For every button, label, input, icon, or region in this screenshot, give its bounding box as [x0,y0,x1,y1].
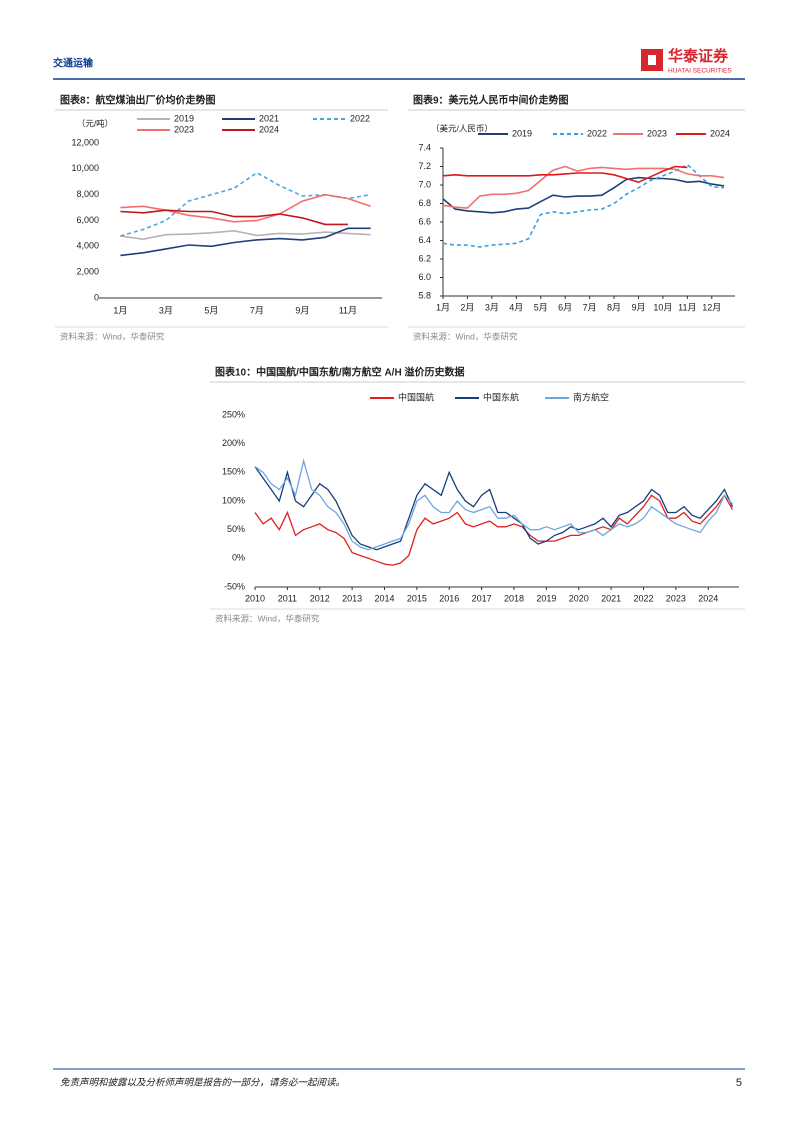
y-tick-label: 6,000 [76,215,99,225]
legend-label: 2024 [259,124,279,134]
y-tick-label: 4,000 [76,241,99,251]
series-line [120,193,371,223]
source: 资料来源：Wind，华泰研究 [215,613,320,623]
y-unit: （美元/人民币） [431,123,493,133]
series-line [442,163,725,248]
y-tick-label: 7.0 [418,179,431,189]
page-number: 5 [736,1077,742,1089]
legend-label: 2019 [512,128,532,138]
x-tick-label: 2021 [601,593,621,603]
y-tick-label: 12,000 [71,137,99,147]
x-tick-label: 7月 [250,305,264,315]
y-tick-label: 6.0 [418,272,431,282]
y-tick-label: 0 [94,292,99,302]
y-tick-label: 10,000 [71,163,99,173]
series-line [120,227,371,257]
x-tick-label: 3月 [485,302,499,312]
x-tick-label: 7月 [583,302,597,312]
legend-label: 2022 [350,113,370,123]
y-tick-label: 6.4 [418,235,431,245]
chart-title: 图表8：航空煤油出厂价均价走势图 [60,94,216,107]
legend-label: 2023 [647,128,667,138]
x-tick-label: 2014 [374,593,394,603]
x-tick-label: 2019 [536,593,556,603]
x-tick-label: 4月 [509,302,523,312]
y-tick-label: 200% [222,438,245,448]
series-line [254,458,733,551]
y-tick-label: 50% [227,524,245,534]
source: 资料来源：Wind，华泰研究 [413,331,518,341]
x-tick-label: 2016 [439,593,459,603]
y-tick-label: 6.6 [418,216,431,226]
x-tick-label: 2018 [504,593,524,603]
x-tick-label: 9月 [295,305,309,315]
brand-en: HUATAI SECURITIES [668,68,732,75]
y-tick-label: 8,000 [76,189,99,199]
x-tick-label: 8月 [607,302,621,312]
y-tick-label: 100% [222,495,245,505]
x-tick-label: 9月 [631,302,645,312]
y-tick-label: 7.2 [418,161,431,171]
legend-label: 南方航空 [573,391,609,402]
y-tick-label: 5.8 [418,290,431,300]
legend-label: 2024 [710,128,730,138]
x-tick-label: 12月 [702,302,721,312]
x-tick-label: 1月 [113,305,127,315]
series-line [254,494,734,566]
disclaimer: 免责声明和披露以及分析师声明是报告的一部分，请务必一起阅读。 [60,1077,345,1089]
series-line [120,209,348,226]
x-tick-label: 5月 [204,305,218,315]
x-tick-label: 2012 [310,593,330,603]
series-line [442,165,688,184]
x-tick-label: 6月 [558,302,572,312]
x-tick-label: 2024 [698,593,718,603]
legend-label: 2023 [174,124,194,134]
chart-title: 图表9：美元兑人民币中间价走势图 [413,94,569,107]
y-tick-label: -50% [224,581,245,591]
source: 资料来源：Wind，华泰研究 [60,331,165,341]
series-line [120,229,371,241]
y-tick-label: 6.8 [418,198,431,208]
logo: 华泰证券 HUATAI SECURITIES [641,47,732,75]
x-tick-label: 11月 [678,302,696,312]
x-tick-label: 2013 [342,593,362,603]
logo-mark [648,55,656,65]
x-tick-label: 10月 [653,302,672,312]
legend-label: 中国东航 [483,391,519,402]
section-name: 交通运输 [53,57,94,70]
x-tick-label: 2020 [569,593,589,603]
y-tick-label: 2,000 [76,267,99,277]
series-line [254,466,734,551]
y-unit: （元/吨） [77,118,113,128]
series-line [442,176,725,214]
x-tick-label: 2022 [633,593,653,603]
x-tick-label: 11月 [339,305,357,315]
y-tick-label: 7.4 [418,142,431,152]
x-tick-label: 2011 [278,593,297,603]
legend-label: 中国国航 [398,391,434,402]
y-tick-label: 6.2 [418,253,431,263]
x-tick-label: 3月 [159,305,173,315]
x-tick-label: 2月 [460,302,474,312]
series-line [120,171,371,237]
series-line [442,165,725,209]
legend-label: 2021 [259,113,279,123]
y-tick-label: 150% [222,467,245,477]
x-tick-label: 2010 [245,593,265,603]
y-tick-label: 250% [222,409,245,419]
legend-label: 2022 [587,128,607,138]
x-tick-label: 2017 [472,593,492,603]
x-tick-label: 2015 [407,593,427,603]
chart-title: 图表10：中国国航/中国东航/南方航空 A/H 溢价历史数据 [215,366,464,379]
x-tick-label: 1月 [436,302,450,312]
legend-label: 2019 [174,113,194,123]
y-tick-label: 0% [232,553,245,563]
x-tick-label: 5月 [534,302,548,312]
brand: 华泰证券 [668,47,729,65]
x-tick-label: 2023 [666,593,686,603]
